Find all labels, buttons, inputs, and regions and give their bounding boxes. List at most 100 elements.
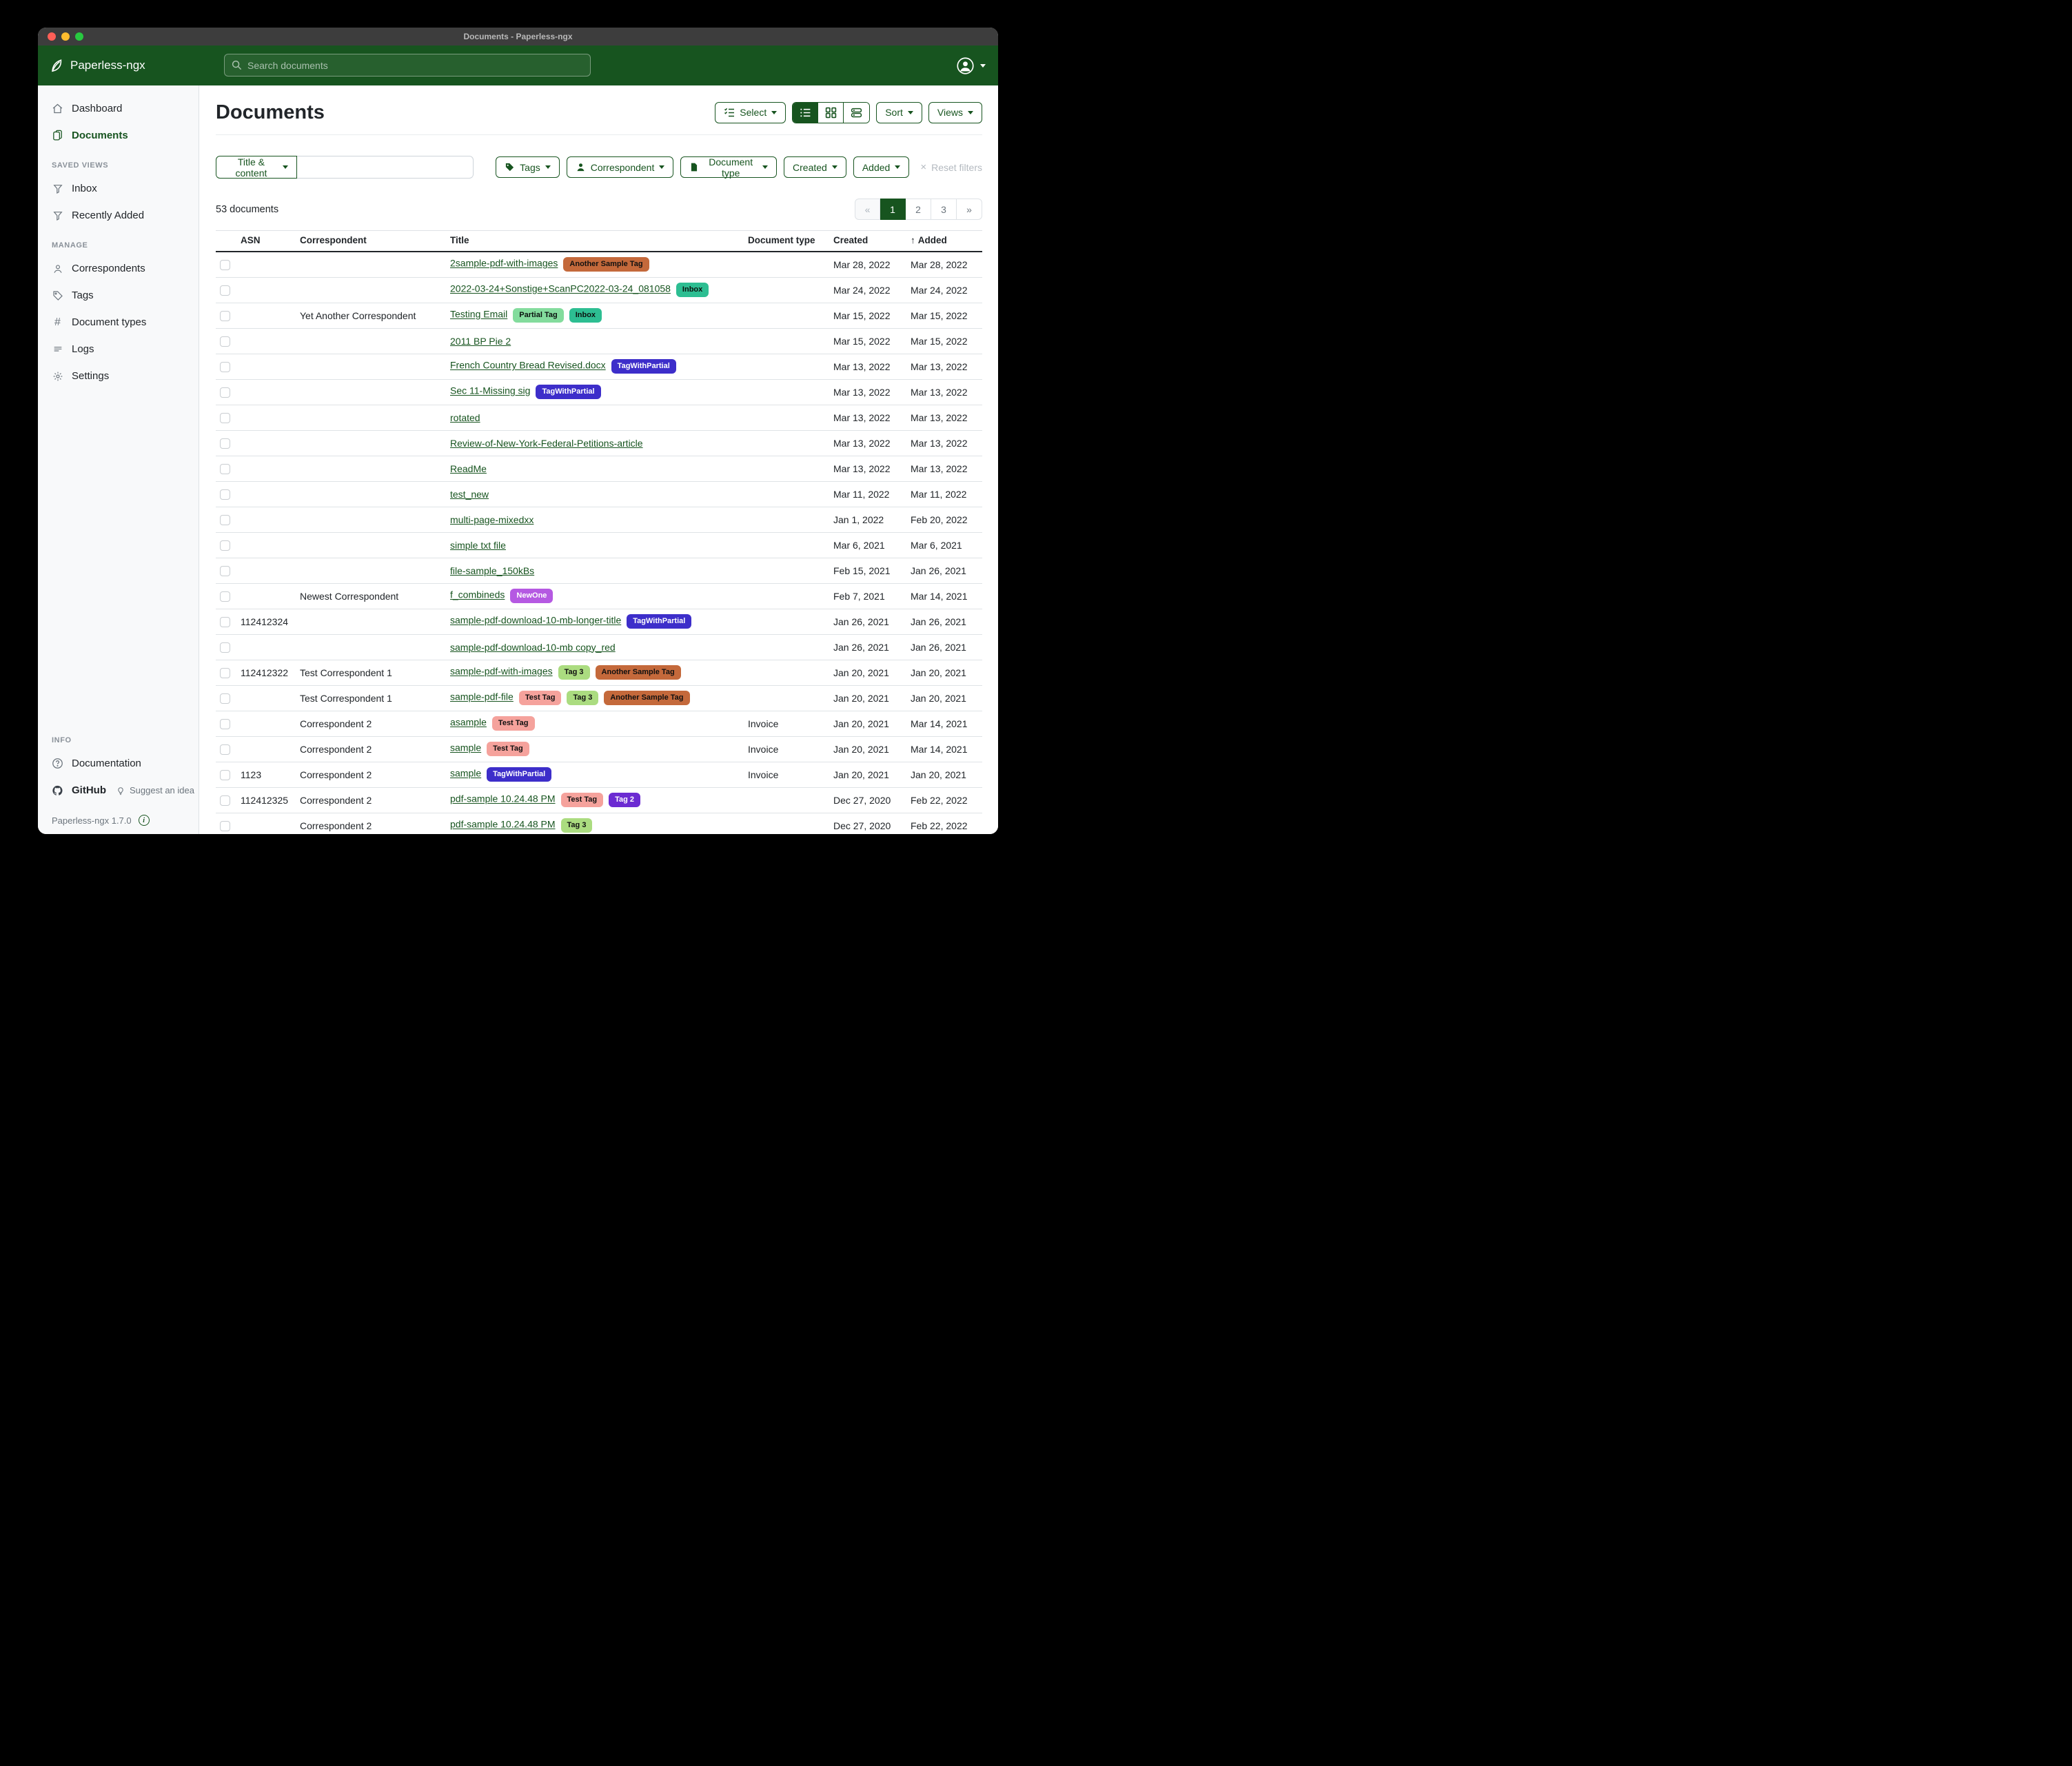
grid-view-button[interactable] bbox=[818, 102, 844, 123]
document-title-link[interactable]: 2sample-pdf-with-images bbox=[450, 257, 558, 269]
tag-badge[interactable]: Tag 3 bbox=[560, 818, 593, 833]
tag-badge[interactable]: Test Tag bbox=[491, 716, 535, 731]
row-checkbox[interactable] bbox=[220, 285, 230, 296]
row-checkbox[interactable] bbox=[220, 336, 230, 347]
row-checkbox[interactable] bbox=[220, 438, 230, 449]
filter-field-dropdown[interactable]: Title & content bbox=[216, 156, 297, 179]
document-title-link[interactable]: asample bbox=[450, 716, 487, 728]
list-view-button[interactable] bbox=[793, 102, 819, 123]
sidebar-item-document-types[interactable]: # Document types bbox=[38, 309, 199, 336]
row-checkbox[interactable] bbox=[220, 489, 230, 500]
row-checkbox[interactable] bbox=[220, 361, 230, 372]
document-title-link[interactable]: Sec 11-Missing sig bbox=[450, 385, 531, 396]
tag-badge[interactable]: NewOne bbox=[510, 589, 553, 603]
zoom-window-button[interactable] bbox=[75, 32, 83, 41]
tag-badge[interactable]: Inbox bbox=[569, 308, 602, 323]
row-checkbox[interactable] bbox=[220, 412, 230, 423]
document-title-link[interactable]: test_new bbox=[450, 488, 489, 500]
document-title-link[interactable]: file-sample_150kBs bbox=[450, 565, 535, 576]
sidebar-item-documentation[interactable]: Documentation bbox=[38, 750, 199, 777]
tag-badge[interactable]: TagWithPartial bbox=[487, 767, 552, 782]
tag-badge[interactable]: TagWithPartial bbox=[536, 385, 601, 399]
sidebar-item-inbox[interactable]: Inbox bbox=[38, 175, 199, 202]
row-checkbox[interactable] bbox=[220, 514, 230, 525]
row-checkbox[interactable] bbox=[220, 591, 230, 602]
asn-column-header[interactable]: ASN bbox=[236, 230, 296, 252]
document-title-link[interactable]: f_combineds bbox=[450, 589, 505, 600]
document-title-link[interactable]: Review-of-New-York-Federal-Petitions-art… bbox=[450, 437, 643, 449]
tag-badge[interactable]: Test Tag bbox=[560, 793, 604, 807]
tag-badge[interactable]: Test Tag bbox=[487, 742, 529, 756]
created-column-header[interactable]: Created bbox=[829, 230, 906, 252]
row-checkbox[interactable] bbox=[220, 463, 230, 474]
filter-created-button[interactable]: Created bbox=[784, 156, 846, 178]
user-avatar-icon[interactable] bbox=[956, 57, 975, 75]
document-title-link[interactable]: sample-pdf-download-10-mb-longer-title bbox=[450, 614, 622, 626]
pagination-prev-button[interactable]: « bbox=[855, 199, 880, 220]
row-checkbox[interactable] bbox=[220, 310, 230, 321]
document-title-link[interactable]: Testing Email bbox=[450, 308, 508, 320]
sidebar-item-recently-added[interactable]: Recently Added bbox=[38, 202, 199, 229]
doctype-column-header[interactable]: Document type bbox=[744, 230, 829, 252]
global-search[interactable] bbox=[224, 54, 591, 77]
added-column-header[interactable]: ↑ Added bbox=[906, 230, 982, 252]
row-checkbox[interactable] bbox=[220, 616, 230, 627]
filter-search-input[interactable] bbox=[296, 156, 474, 179]
document-title-link[interactable]: simple txt file bbox=[450, 539, 506, 551]
suggest-idea-link[interactable]: Suggest an idea bbox=[116, 785, 194, 795]
row-checkbox[interactable] bbox=[220, 667, 230, 678]
tag-badge[interactable]: Tag 3 bbox=[567, 691, 599, 705]
row-checkbox[interactable] bbox=[220, 260, 230, 271]
tag-badge[interactable]: Another Sample Tag bbox=[563, 257, 649, 272]
title-column-header[interactable]: Title bbox=[446, 230, 744, 252]
document-title-link[interactable]: 2022-03-24+Sonstige+ScanPC2022-03-24_081… bbox=[450, 283, 671, 294]
pagination-page-2[interactable]: 2 bbox=[906, 199, 931, 220]
tag-badge[interactable]: TagWithPartial bbox=[627, 614, 692, 629]
sort-dropdown-button[interactable]: Sort bbox=[876, 101, 922, 123]
sidebar-item-dashboard[interactable]: Dashboard bbox=[38, 95, 199, 122]
pagination-next-button[interactable]: » bbox=[957, 199, 982, 220]
document-title-link[interactable]: ReadMe bbox=[450, 463, 487, 474]
row-checkbox[interactable] bbox=[220, 795, 230, 806]
filter-tags-button[interactable]: Tags bbox=[496, 156, 560, 178]
document-title-link[interactable]: sample bbox=[450, 742, 482, 753]
document-title-link[interactable]: 2011 BP Pie 2 bbox=[450, 335, 511, 347]
tag-badge[interactable]: Partial Tag bbox=[513, 308, 564, 323]
document-title-link[interactable]: French Country Bread Revised.docx bbox=[450, 359, 606, 371]
sidebar-item-github[interactable]: GitHub bbox=[38, 777, 106, 804]
row-checkbox[interactable] bbox=[220, 718, 230, 729]
brand[interactable]: Paperless-ngx bbox=[49, 58, 145, 73]
document-title-link[interactable]: multi-page-mixedxx bbox=[450, 514, 534, 525]
row-checkbox[interactable] bbox=[220, 540, 230, 551]
reset-filters-button[interactable]: × Reset filters bbox=[920, 161, 982, 173]
document-title-link[interactable]: sample-pdf-file bbox=[450, 691, 514, 702]
user-menu-caret-icon[interactable] bbox=[980, 63, 986, 68]
tag-badge[interactable]: Tag 2 bbox=[609, 793, 641, 807]
tag-badge[interactable]: Tag 3 bbox=[558, 665, 590, 680]
filter-added-button[interactable]: Added bbox=[853, 156, 910, 178]
detail-view-button[interactable] bbox=[844, 102, 870, 123]
row-checkbox[interactable] bbox=[220, 744, 230, 755]
info-icon[interactable]: i bbox=[138, 815, 150, 826]
tag-badge[interactable]: TagWithPartial bbox=[611, 359, 676, 374]
tag-badge[interactable]: Test Tag bbox=[518, 691, 562, 705]
tag-badge[interactable]: Another Sample Tag bbox=[604, 691, 690, 705]
views-dropdown-button[interactable]: Views bbox=[928, 101, 982, 123]
document-title-link[interactable]: sample bbox=[450, 767, 482, 779]
document-title-link[interactable]: sample-pdf-download-10-mb copy_red bbox=[450, 641, 616, 653]
sidebar-item-logs[interactable]: Logs bbox=[38, 336, 199, 363]
pagination-page-3[interactable]: 3 bbox=[931, 199, 957, 220]
filter-doctype-button[interactable]: Document type bbox=[680, 156, 778, 179]
sidebar-item-tags[interactable]: Tags bbox=[38, 282, 199, 309]
sidebar-item-correspondents[interactable]: Correspondents bbox=[38, 255, 199, 282]
pagination-page-1[interactable]: 1 bbox=[880, 199, 906, 220]
search-input[interactable] bbox=[247, 59, 583, 71]
tag-badge[interactable]: Another Sample Tag bbox=[595, 665, 681, 680]
row-checkbox[interactable] bbox=[220, 565, 230, 576]
document-title-link[interactable]: rotated bbox=[450, 412, 480, 423]
row-checkbox[interactable] bbox=[220, 693, 230, 704]
document-title-link[interactable]: pdf-sample 10.24.48 PM bbox=[450, 818, 556, 830]
document-title-link[interactable]: pdf-sample 10.24.48 PM bbox=[450, 793, 556, 804]
sidebar-item-settings[interactable]: Settings bbox=[38, 363, 199, 389]
tag-badge[interactable]: Inbox bbox=[676, 283, 709, 297]
